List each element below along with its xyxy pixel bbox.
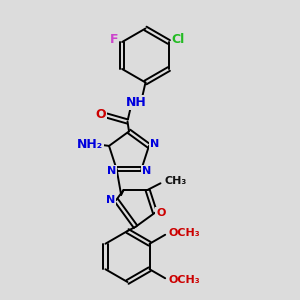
- Text: N: N: [106, 195, 115, 205]
- Text: NH₂: NH₂: [76, 138, 103, 151]
- Text: Cl: Cl: [172, 33, 185, 46]
- Text: N: N: [150, 140, 159, 149]
- Text: N: N: [142, 166, 152, 176]
- Text: O: O: [95, 107, 106, 121]
- Text: OCH₃: OCH₃: [168, 275, 200, 285]
- Text: CH₃: CH₃: [164, 176, 186, 186]
- Text: F: F: [110, 33, 118, 46]
- Text: OCH₃: OCH₃: [168, 228, 200, 238]
- Text: N: N: [106, 166, 116, 176]
- Text: NH: NH: [126, 95, 147, 109]
- Text: O: O: [156, 208, 166, 218]
